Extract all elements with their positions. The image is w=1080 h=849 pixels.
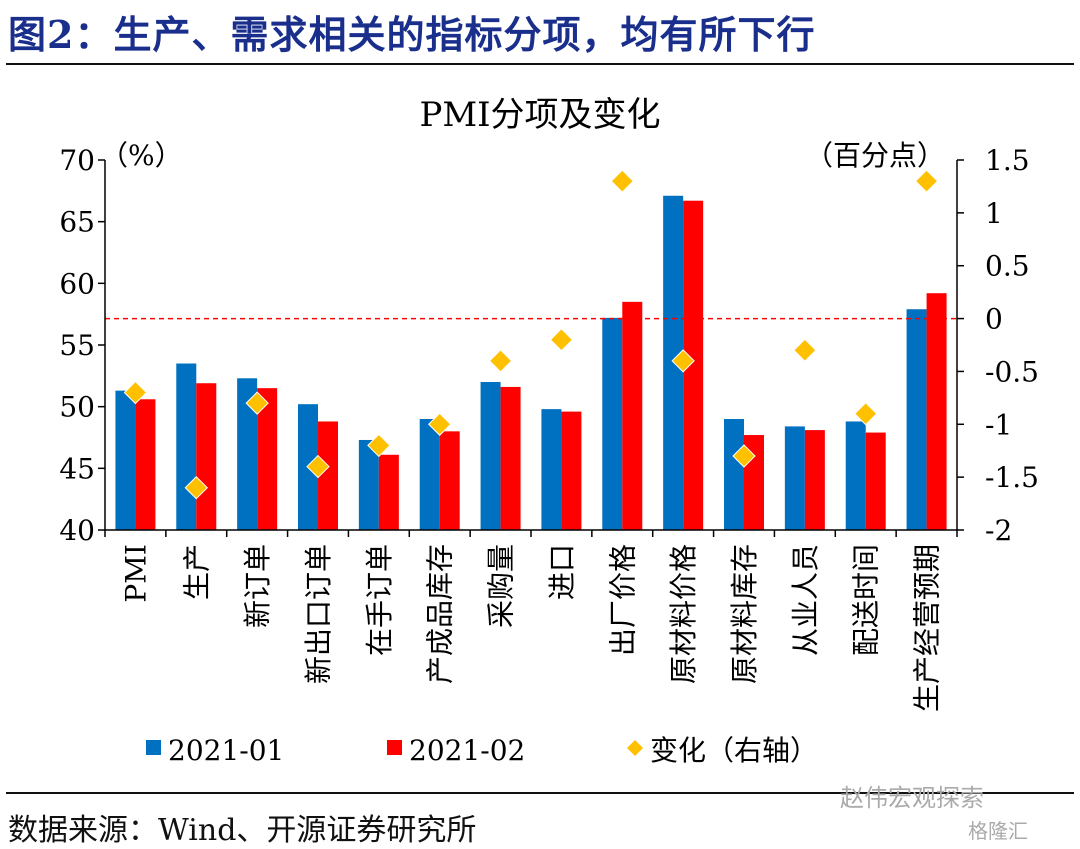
bar-2021-02 xyxy=(196,383,217,530)
change-marker xyxy=(428,412,452,436)
left-tick-label: 55 xyxy=(59,329,95,362)
change-marker xyxy=(488,349,513,373)
category-label: 原材料库存 xyxy=(728,544,761,684)
bar-2021-02 xyxy=(865,432,886,530)
bar-2021-01 xyxy=(845,421,866,530)
change-marker xyxy=(549,328,574,352)
bar-2021-02 xyxy=(318,421,338,530)
right-tick-label: 1.5 xyxy=(985,144,1030,177)
bar-2021-01 xyxy=(906,309,927,530)
top-rule xyxy=(6,63,1074,65)
bottom-rule xyxy=(6,792,1074,794)
change-marker xyxy=(793,338,817,362)
left-tick-label: 40 xyxy=(59,514,95,547)
bar-2021-02 xyxy=(804,430,825,530)
bar-2021-01 xyxy=(602,317,623,530)
left-tick-label: 50 xyxy=(59,391,95,424)
change-marker xyxy=(914,169,939,193)
change-marker xyxy=(245,391,269,415)
bar-2021-01 xyxy=(419,419,440,530)
category-label: 生产 xyxy=(180,544,213,600)
legend-swatch xyxy=(627,740,643,756)
watermark: 赵伟宏观探索 xyxy=(840,784,984,812)
bar-2021-01 xyxy=(480,382,501,530)
legend-swatch xyxy=(146,740,161,755)
bar-2021-02 xyxy=(439,431,460,530)
legend-label: 2021-02 xyxy=(409,734,525,767)
change-markers xyxy=(123,169,939,500)
left-tick-label: 70 xyxy=(59,144,95,177)
chart-title: PMI分项及变化 xyxy=(419,95,660,135)
category-label: 新出口订单 xyxy=(302,544,335,684)
bar-2021-02 xyxy=(683,200,704,530)
legend: 2021-01 2021-02 变化（右轴） xyxy=(146,734,818,767)
category-label: 原材料价格 xyxy=(667,544,700,684)
bar-2021-02 xyxy=(500,386,521,530)
figure-title: 图2：生产、需求相关的指标分项，均有所下行 xyxy=(8,12,816,57)
bar-2021-01 xyxy=(541,409,562,530)
right-tick-label: -0.5 xyxy=(985,355,1039,388)
change-marker xyxy=(184,476,208,500)
category-label: 出厂价格 xyxy=(606,544,639,656)
right-axis-unit: （百分点） xyxy=(805,139,945,172)
bar-2021-02 xyxy=(257,388,278,530)
bar-2021-01 xyxy=(358,439,379,530)
change-marker xyxy=(367,433,391,458)
category-label: 在手订单 xyxy=(363,544,396,656)
bar-2021-02 xyxy=(926,293,947,530)
left-axis: 40 45 50 55 60 65 70 xyxy=(59,144,105,547)
category-label: 进口 xyxy=(545,544,578,600)
bar-2021-01 xyxy=(115,390,136,530)
left-axis-unit: （%） xyxy=(100,139,183,172)
category-label: 采购量 xyxy=(485,544,518,628)
bar-2021-01 xyxy=(176,363,197,530)
right-axis: -2 -1.5 -1 -0.5 0 0.5 1 1.5 xyxy=(957,144,1039,547)
bar-2021-02 xyxy=(561,411,582,530)
category-label: 产成品库存 xyxy=(424,544,457,684)
category-labels: PMI 生产 新订单 新出口订单 在手订单 产成品库存 采购量 进口 出厂价格 原材料价格 原材料库… xyxy=(119,544,943,712)
category-label: 生产经营预期 xyxy=(911,544,944,712)
category-label: 从业人员 xyxy=(789,544,822,656)
change-marker xyxy=(732,444,756,468)
watermark-sub: 格隆汇 xyxy=(968,819,1028,843)
bar-2021-02 xyxy=(378,454,399,530)
left-tick-label: 65 xyxy=(59,206,95,239)
right-tick-label: 0 xyxy=(985,303,1003,336)
right-tick-label: -1 xyxy=(985,408,1012,441)
right-tick-label: -1.5 xyxy=(985,461,1039,494)
category-label: PMI xyxy=(119,544,152,603)
left-tick-label: 45 xyxy=(59,452,95,485)
right-tick-label: 0.5 xyxy=(985,250,1030,283)
category-label: 新订单 xyxy=(241,544,274,628)
category-label: 配送时间 xyxy=(850,544,883,656)
change-marker xyxy=(123,380,148,405)
legend-swatch xyxy=(387,740,402,755)
change-marker xyxy=(306,454,330,479)
bar-2021-01 xyxy=(663,195,684,530)
axis-lines xyxy=(104,160,958,537)
right-tick-label: 1 xyxy=(985,197,1003,230)
change-marker xyxy=(854,402,878,426)
change-marker xyxy=(671,349,695,373)
right-tick-label: -2 xyxy=(985,514,1012,547)
bar-2021-02 xyxy=(135,399,156,530)
legend-label: 2021-01 xyxy=(168,734,284,767)
pmi-chart: PMI分项及变化 （%） （百分点） 40 45 50 55 60 65 70 -2 -1.5… xyxy=(59,95,1039,767)
legend-label: 变化（右轴） xyxy=(650,734,818,767)
left-tick-label: 60 xyxy=(59,267,95,300)
change-marker xyxy=(610,169,634,193)
source-note: 数据来源：Wind、开源证券研究所 xyxy=(8,813,477,848)
bar-2021-01 xyxy=(237,378,258,530)
bar-series xyxy=(115,195,947,530)
bar-2021-02 xyxy=(622,301,643,530)
bar-2021-01 xyxy=(724,419,744,530)
bar-2021-01 xyxy=(784,426,805,530)
